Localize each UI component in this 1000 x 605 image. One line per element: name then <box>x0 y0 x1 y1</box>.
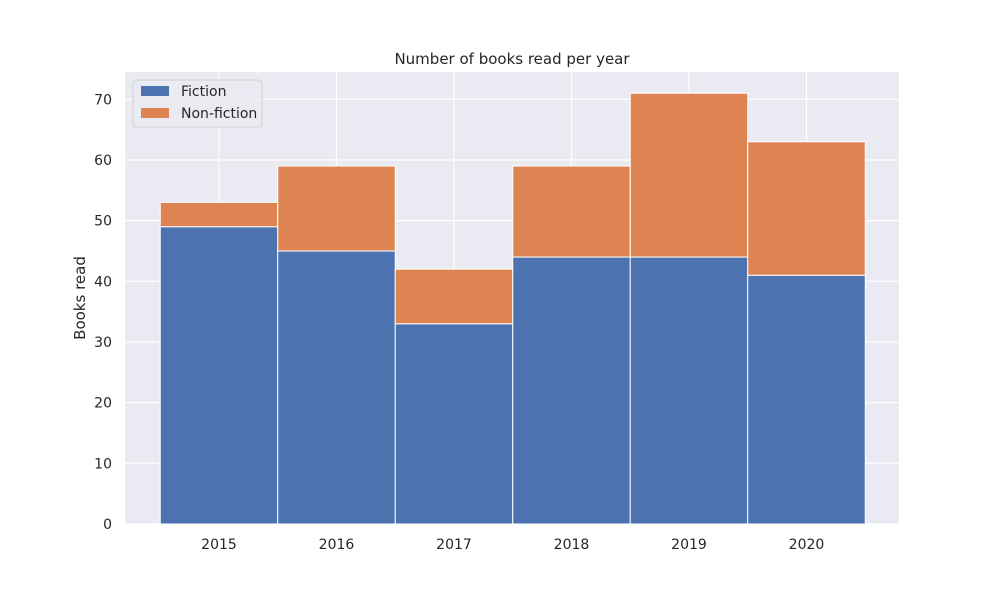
bar-fiction-2016 <box>277 250 396 525</box>
y-tick-label: 60 <box>94 153 112 169</box>
bar-fiction-2015 <box>159 226 279 525</box>
x-tick-label: 2015 <box>201 537 237 553</box>
y-tick-label: 0 <box>103 517 112 533</box>
bar-fiction-2018 <box>512 256 631 525</box>
x-tick-label: 2017 <box>436 537 472 553</box>
y-tick-label: 10 <box>94 456 112 472</box>
legend: Fiction Non-fiction <box>132 79 263 128</box>
bar-fiction-2017 <box>394 323 514 525</box>
x-tick-label: 2016 <box>319 537 355 553</box>
legend-swatch-nonfiction <box>141 108 169 118</box>
x-tick-label: 2018 <box>554 537 590 553</box>
x-axis-ticks: 2015 2016 2017 2018 2019 2020 <box>201 537 824 553</box>
legend-label-nonfiction: Non-fiction <box>181 106 257 122</box>
legend-label-fiction: Fiction <box>181 84 226 100</box>
bar-non-fiction-2018 <box>512 165 631 258</box>
y-tick-label: 20 <box>94 396 112 412</box>
bar-non-fiction-2020 <box>747 141 866 276</box>
y-axis-ticks: 0 10 20 30 40 50 60 70 <box>94 92 112 533</box>
bar-fiction-2020 <box>747 274 866 525</box>
y-tick-label: 50 <box>94 214 112 230</box>
y-tick-label: 30 <box>94 335 112 351</box>
y-tick-label: 70 <box>94 92 112 108</box>
legend-swatch-fiction <box>141 86 169 96</box>
x-tick-label: 2020 <box>789 537 825 553</box>
chart-title: Number of books read per year <box>394 50 630 68</box>
y-tick-label: 40 <box>94 274 112 290</box>
bar-non-fiction-2017 <box>394 268 514 325</box>
bar-non-fiction-2019 <box>629 92 749 258</box>
y-axis-label: Books read <box>71 256 89 340</box>
bar-non-fiction-2016 <box>277 165 396 252</box>
x-tick-label: 2019 <box>671 537 707 553</box>
bar-fiction-2019 <box>629 256 749 525</box>
bars <box>159 92 866 525</box>
bar-non-fiction-2015 <box>159 201 279 228</box>
